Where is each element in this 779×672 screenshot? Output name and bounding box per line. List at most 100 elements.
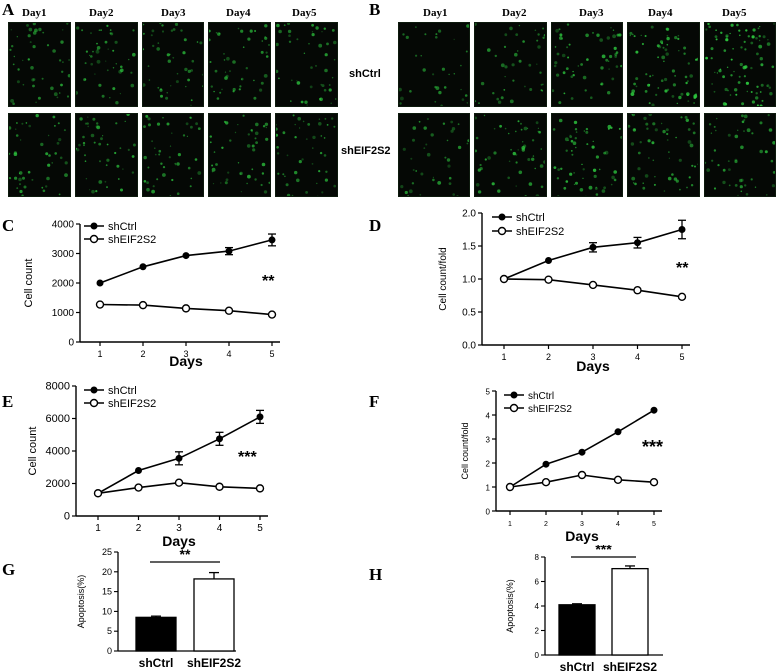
cell-dot — [692, 131, 696, 134]
cell-dot — [211, 164, 214, 166]
cell-dot — [692, 121, 696, 125]
cell-dot — [524, 85, 527, 88]
data-point-shctrl — [256, 413, 264, 421]
x-axis-title: Days — [576, 358, 610, 374]
cell-dot — [25, 121, 28, 124]
cell-dot — [181, 51, 186, 55]
cell-dot — [556, 52, 560, 56]
cell-dot — [713, 186, 716, 190]
cell-dot — [744, 29, 748, 32]
cell-dot — [453, 73, 455, 75]
cell-dot — [143, 179, 146, 183]
y-tick-label: 5 — [107, 626, 112, 636]
cell-dot — [142, 48, 144, 51]
cell-dot — [276, 123, 278, 126]
cell-dot — [664, 48, 668, 52]
cell-dot — [319, 97, 324, 102]
cell-dot — [88, 54, 90, 56]
cell-dot — [531, 157, 535, 161]
cell-dot — [16, 36, 18, 38]
chart-e: 0 2000 4000 6000 8000 1 2 3 4 5 Days Cell count shCt… — [27, 381, 268, 549]
cell-dot — [478, 189, 482, 194]
cell-dot — [190, 177, 192, 179]
cell-dot — [749, 66, 753, 70]
cell-dot — [284, 175, 286, 177]
legend-marker — [89, 234, 99, 244]
legend-marker — [90, 386, 98, 394]
x-tick-label: 2 — [544, 521, 548, 528]
cell-dot — [99, 136, 103, 140]
cell-dot — [209, 61, 212, 63]
cell-dot — [263, 124, 266, 127]
cell-dot — [713, 125, 716, 128]
legend-label: shEIF2S2 — [516, 226, 564, 238]
cell-dot — [764, 149, 768, 153]
cell-dot — [707, 25, 711, 29]
cell-dot — [487, 48, 491, 52]
category-label: shEIF2S2 — [187, 656, 241, 670]
cell-dot — [743, 75, 746, 78]
cell-dot — [566, 23, 569, 26]
panel-a-image-grid — [8, 22, 338, 197]
cell-dot — [540, 83, 543, 86]
cell-dot — [285, 182, 289, 186]
cell-dot — [278, 77, 280, 80]
cell-dot — [654, 183, 657, 186]
cell-dot — [299, 126, 301, 129]
cell-dot — [131, 52, 136, 57]
cell-dot — [164, 96, 168, 100]
cell-dot — [114, 101, 119, 105]
cell-dot — [186, 78, 190, 82]
legend-marker — [509, 403, 519, 413]
cell-dot — [460, 64, 462, 67]
cell-dot — [742, 118, 745, 121]
cell-dot — [724, 38, 728, 42]
cell-dot — [570, 139, 574, 142]
cell-dot — [645, 73, 648, 76]
cell-dot — [614, 55, 617, 58]
cell-dot — [644, 90, 648, 93]
cell-dot — [80, 29, 83, 32]
data-point-shctrl — [614, 428, 622, 436]
cell-dot — [672, 83, 677, 87]
y-tick-label: 0.5 — [462, 308, 476, 319]
cell-dot — [592, 140, 594, 142]
cell-dot — [598, 168, 601, 170]
cell-dot — [432, 178, 435, 181]
cell-dot — [146, 166, 149, 168]
cell-dot — [466, 24, 469, 28]
y-tick-label: 1000 — [52, 308, 75, 319]
cell-dot — [315, 26, 319, 30]
cell-dot — [751, 35, 755, 39]
cell-dot — [740, 102, 744, 106]
cell-dot — [492, 92, 495, 95]
cell-dot — [324, 117, 327, 120]
cell-dot — [81, 135, 85, 138]
cell-dot — [450, 120, 454, 123]
cell-dot — [37, 96, 41, 100]
cell-dot — [22, 176, 25, 180]
cell-dot — [331, 116, 334, 120]
bar-sheif2s2 — [193, 578, 235, 652]
cell-dot — [591, 31, 594, 34]
cell-dot — [572, 140, 577, 145]
cell-dot — [127, 148, 130, 151]
cell-dot — [637, 166, 641, 170]
series-line-shctrl — [99, 239, 273, 284]
cell-dot — [745, 192, 748, 196]
cell-dot — [50, 86, 54, 91]
cell-dot — [296, 80, 298, 82]
cell-dot — [259, 88, 263, 92]
category-label: shCtrl — [139, 656, 174, 670]
cell-dot — [422, 68, 426, 72]
cell-dot — [216, 97, 220, 100]
cell-dot — [88, 188, 90, 190]
cell-dot — [62, 29, 64, 31]
cell-dot — [330, 102, 332, 104]
chart-h: 0 2 4 6 8 Apoptosis(%) shCtrl shEIF2S2 *** — [505, 545, 663, 672]
cell-dot — [739, 178, 744, 182]
cell-dot — [522, 140, 524, 142]
bar-shctrl — [558, 604, 596, 656]
cell-dot — [648, 113, 653, 116]
cell-dot — [466, 102, 468, 104]
